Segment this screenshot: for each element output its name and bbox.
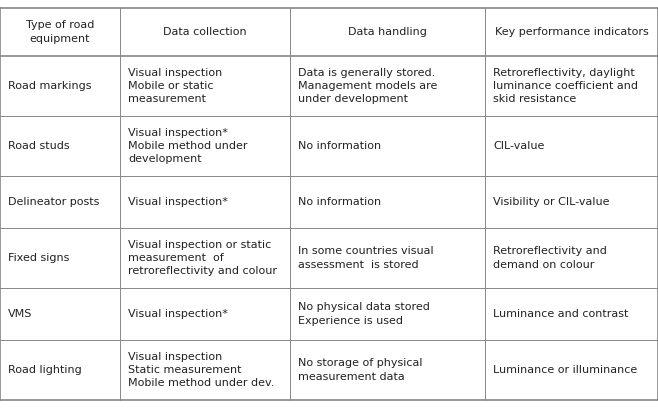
Text: Visual inspection*
Mobile method under
development: Visual inspection* Mobile method under d… — [128, 128, 247, 164]
Text: Visibility or CIL-value: Visibility or CIL-value — [493, 197, 609, 207]
Text: Retroreflectivity and
demand on colour: Retroreflectivity and demand on colour — [493, 247, 607, 270]
Text: No information: No information — [298, 197, 381, 207]
Text: Delineator posts: Delineator posts — [8, 197, 99, 207]
Text: Key performance indicators: Key performance indicators — [495, 27, 648, 37]
Text: No information: No information — [298, 141, 381, 151]
Text: Road studs: Road studs — [8, 141, 70, 151]
Text: Fixed signs: Fixed signs — [8, 253, 69, 263]
Text: No storage of physical
measurement data: No storage of physical measurement data — [298, 358, 422, 382]
Text: Road markings: Road markings — [8, 81, 91, 91]
Text: Data is generally stored.
Management models are
under development: Data is generally stored. Management mod… — [298, 68, 438, 104]
Text: Luminance or illuminance: Luminance or illuminance — [493, 365, 637, 375]
Text: Visual inspection*: Visual inspection* — [128, 197, 228, 207]
Text: Type of road
equipment: Type of road equipment — [26, 20, 94, 44]
Text: Road lighting: Road lighting — [8, 365, 82, 375]
Text: Visual inspection or static
measurement  of
retroreflectivity and colour: Visual inspection or static measurement … — [128, 240, 277, 276]
Text: No physical data stored
Experience is used: No physical data stored Experience is us… — [298, 302, 430, 325]
Text: Data collection: Data collection — [163, 27, 247, 37]
Text: Visual inspection*: Visual inspection* — [128, 309, 228, 319]
Text: Visual inspection
Mobile or static
measurement: Visual inspection Mobile or static measu… — [128, 68, 222, 104]
Text: In some countries visual
assessment  is stored: In some countries visual assessment is s… — [298, 247, 434, 270]
Text: Retroreflectivity, daylight
luminance coefficient and
skid resistance: Retroreflectivity, daylight luminance co… — [493, 68, 638, 104]
Text: VMS: VMS — [8, 309, 32, 319]
Text: Luminance and contrast: Luminance and contrast — [493, 309, 628, 319]
Text: Visual inspection
Static measurement
Mobile method under dev.: Visual inspection Static measurement Mob… — [128, 352, 274, 388]
Text: Data handling: Data handling — [348, 27, 427, 37]
Text: CIL-value: CIL-value — [493, 141, 544, 151]
